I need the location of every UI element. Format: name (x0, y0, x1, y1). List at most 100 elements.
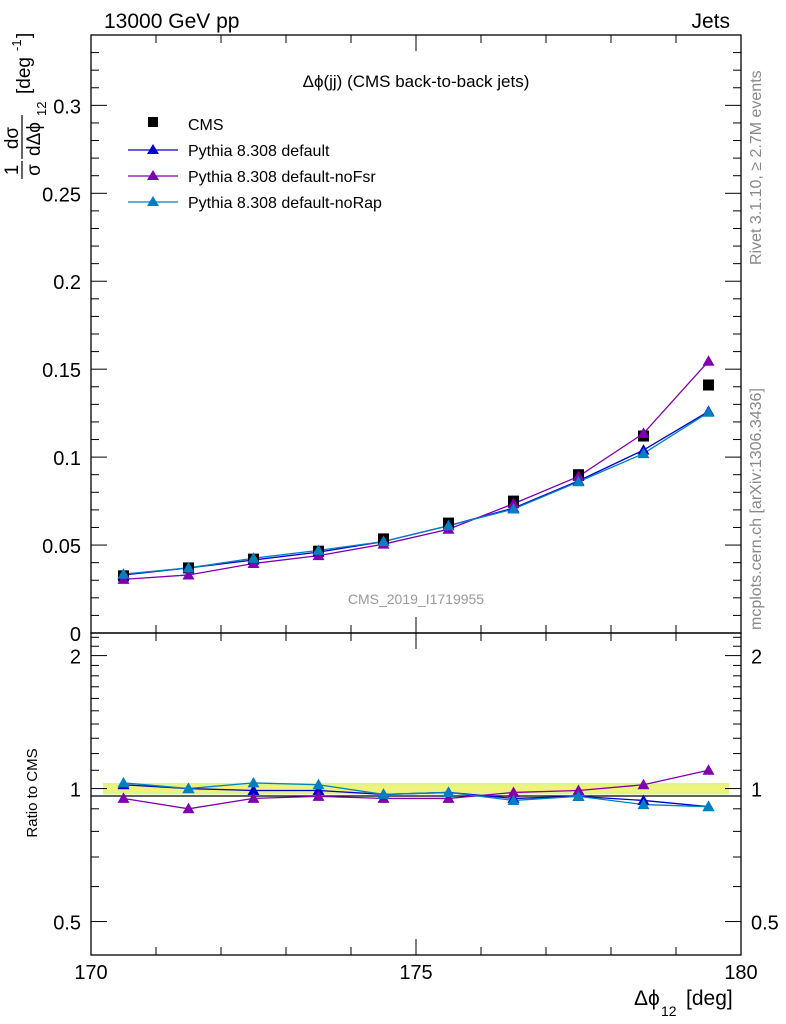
ratio-y-tick-label-left: 2 (70, 647, 81, 669)
main-series-line (123, 411, 709, 575)
ratio-band-inner (103, 785, 729, 792)
main-title: Δϕ(jj) (CMS back-to-back jets) (303, 72, 530, 91)
legend-label-default: Pythia 8.308 default (188, 143, 330, 160)
ratio-point (182, 782, 195, 794)
ylabel-frac2-num: dσ (2, 127, 23, 150)
ratio-series-line (123, 769, 709, 810)
main-point-mc (702, 406, 715, 417)
ratio-band (103, 782, 729, 795)
main-point-mc (507, 503, 520, 514)
legend-marker-default (147, 144, 159, 154)
ratio-point (637, 798, 650, 810)
ratio-point (507, 786, 520, 797)
main-y-tick-label: 0.15 (42, 360, 81, 382)
main-point-mc (312, 544, 325, 555)
legend: CMS Pythia 8.308 default Pythia 8.308 de… (128, 117, 382, 212)
ratio-point (637, 778, 650, 790)
main-series (117, 355, 715, 584)
header-right: Jets (691, 10, 730, 33)
watermark: CMS_2019_I1719955 (348, 591, 484, 607)
ratio-point (117, 792, 130, 803)
legend-label-nofsr: Pythia 8.308 default-noFsr (188, 169, 376, 186)
ratio-point (312, 790, 325, 801)
main-point-mc (117, 573, 130, 584)
ratio-y-tick-label-right: 1 (751, 780, 762, 802)
main-point-mc (572, 470, 585, 481)
main-y-tick-label: 0.05 (42, 536, 81, 558)
main-panel: 0 0.05 0.1 0.15 0.2 0.25 0.3 Δϕ(jj) (CMS back-… (2, 33, 742, 646)
ratio-point (442, 792, 455, 803)
ratio-point (247, 784, 260, 796)
header-left: 13000 GeV pp (104, 10, 239, 33)
main-point-mc (442, 519, 455, 531)
main-y-tick-label: 0 (70, 624, 81, 646)
main-point-mc (182, 568, 195, 580)
ratio-point (312, 784, 325, 796)
main-series-line (123, 360, 709, 581)
legend-label-cms: CMS (188, 117, 224, 134)
main-point-mc (572, 475, 585, 487)
ratio-y-tick-label-left: 1 (70, 780, 81, 802)
ratio-y-tick-label-right: 2 (751, 647, 762, 669)
x-tick-label: 175 (399, 962, 432, 984)
main-point-mc (702, 355, 715, 366)
ratio-series (117, 764, 715, 814)
main-point-mc (117, 568, 130, 579)
ylabel-frac1-num: 1 (2, 165, 23, 176)
ratio-point (572, 790, 585, 801)
rivet-label: Rivet 3.1.10, ≥ 2.7M events (748, 70, 765, 265)
ratio-ticks: 0.5 0.5 1 1 2 2 170 175 180 (53, 633, 779, 984)
ratio-point (117, 776, 130, 788)
xlabel-unit: [deg] (686, 987, 733, 1010)
xlabel-sub: 12 (661, 1003, 677, 1019)
main-series-line (123, 410, 709, 576)
ratio-y-tick-label-left: 0.5 (53, 913, 81, 935)
x-axis-label: Δϕ 12 [deg] (634, 987, 733, 1019)
ylabel-unit: [deg (14, 57, 35, 94)
main-point-mc (312, 549, 325, 561)
ylabel-unit-sup: -1 (9, 39, 24, 51)
main-y-tick-label: 0.25 (42, 184, 81, 206)
main-point-mc (637, 427, 650, 438)
x-tick-label: 170 (74, 962, 107, 984)
ratio-point (182, 802, 195, 814)
ratio-point (572, 784, 585, 796)
ylabel-frac2-den: dΔϕ (24, 122, 45, 156)
ylabel-frac2-den-sub: 12 (34, 102, 49, 116)
main-point-mc (247, 557, 260, 569)
ratio-frame (90, 632, 742, 956)
ratio-series-line (123, 782, 709, 808)
ratio-point (702, 764, 715, 775)
mcplots-label: mcplots.cern.ch [arXiv:1306.3436] (748, 388, 765, 630)
main-y-tick-label: 0.3 (53, 96, 81, 118)
main-point-mc (377, 535, 390, 547)
ratio-point (702, 800, 715, 812)
xlabel-main: Δϕ (634, 987, 660, 1010)
legend-marker-norap (147, 196, 159, 206)
legend-label-norap: Pythia 8.308 default-noRap (188, 195, 382, 212)
main-y-tick-label: 0.2 (53, 272, 81, 294)
ratio-point (442, 786, 455, 797)
ratio-point (507, 794, 520, 805)
ratio-point (377, 788, 390, 799)
main-point-mc (637, 447, 650, 459)
main-ticks: 0 0.05 0.1 0.15 0.2 0.25 0.3 (42, 34, 742, 646)
main-y-axis-label: 1 σ dσ dΔϕ 12 [deg -1 ] (2, 33, 49, 179)
main-point-mc (507, 497, 520, 509)
main-y-tick-label: 0.1 (53, 448, 81, 470)
ylabel-frac1-den: σ (24, 164, 45, 176)
ratio-point (312, 778, 325, 790)
ratio-y-axis-label: Ratio to CMS (24, 748, 41, 837)
ratio-point (247, 776, 260, 788)
main-point-cms (703, 379, 714, 391)
main-point-mc (247, 552, 260, 563)
main-point-mc (182, 561, 195, 573)
legend-marker-cms (148, 117, 158, 127)
ratio-y-tick-label-right: 0.5 (751, 913, 779, 935)
ylabel-unit-end: ] (14, 33, 35, 38)
legend-marker-nofsr (147, 170, 159, 180)
x-tick-label: 180 (724, 962, 757, 984)
ratio-point (247, 792, 260, 803)
